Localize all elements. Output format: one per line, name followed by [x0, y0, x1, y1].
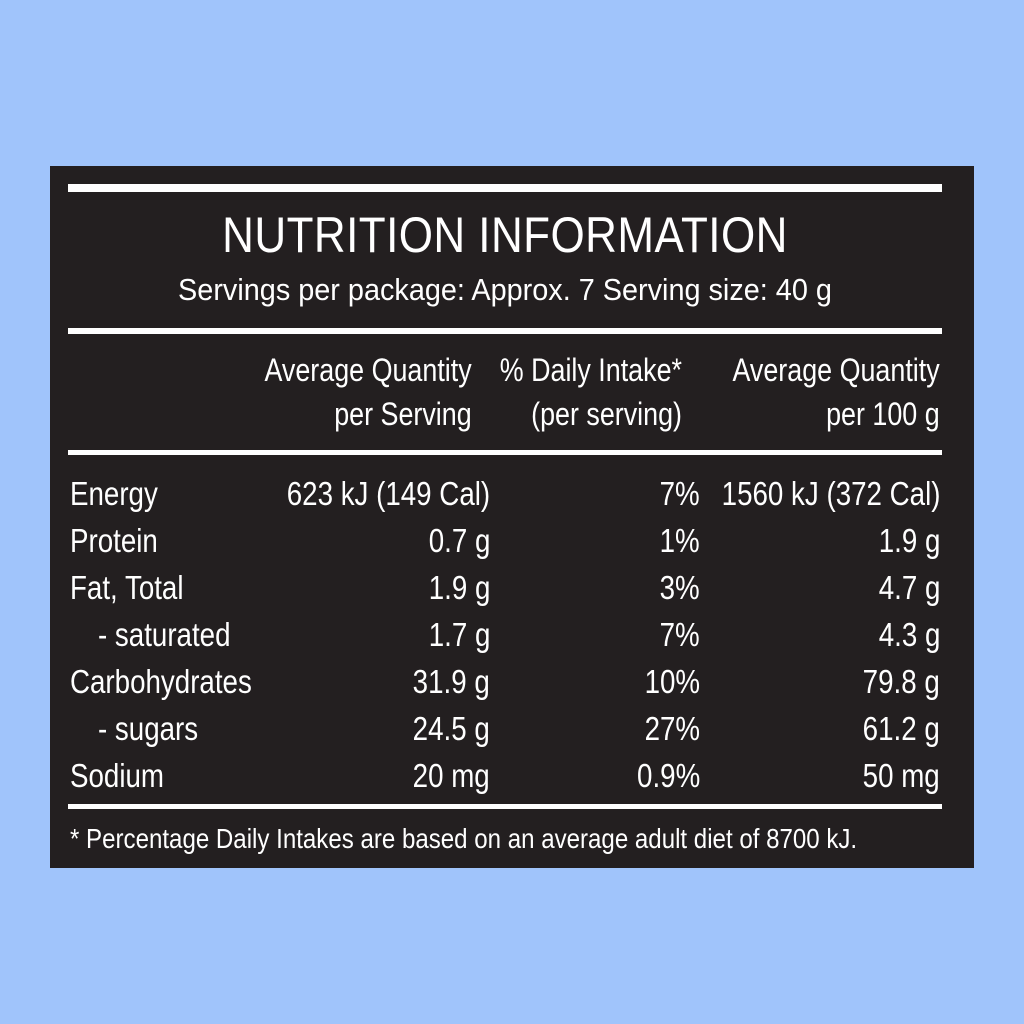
column-header-divider: [68, 450, 942, 455]
header-divider: [68, 328, 942, 334]
nutrient-name: - sugars: [98, 710, 199, 747]
nutrition-panel: NUTRITION INFORMATION Servings per packa…: [50, 166, 974, 868]
label-title: NUTRITION INFORMATION: [222, 207, 788, 263]
column-header-line: Average Quantity: [732, 352, 940, 388]
column-header-line: per 100 g: [826, 396, 940, 432]
top-divider: [68, 184, 942, 192]
footnote: * Percentage Daily Intakes are based on …: [70, 823, 858, 854]
column-header-per-serving: Average Quantity per Serving: [265, 348, 472, 436]
nutrient-name: Sodium: [70, 757, 164, 794]
daily-intake-value: 3%: [659, 569, 700, 606]
daily-intake-value: 10%: [644, 663, 700, 700]
column-header-per-100g: Average Quantity per 100 g: [733, 348, 940, 436]
per-100g-value: 4.3 g: [878, 616, 940, 653]
table-row: - saturated 1.7 g 7% 4.3 g: [70, 611, 940, 658]
daily-intake-value: 27%: [644, 710, 700, 747]
table-row: Protein 0.7 g 1% 1.9 g: [70, 517, 940, 564]
per-serving-value: 20 mg: [412, 757, 490, 794]
column-header-daily-intake: % Daily Intake* (per serving): [500, 348, 682, 436]
per-100g-value: 61.2 g: [862, 710, 940, 747]
table-row: Fat, Total 1.9 g 3% 4.7 g: [70, 564, 940, 611]
per-serving-value: 0.7 g: [428, 522, 490, 559]
column-header-line: per Serving: [334, 396, 472, 432]
per-100g-value: 1.9 g: [878, 522, 940, 559]
footer-divider: [68, 804, 942, 809]
table-row: Sodium 20 mg 0.9% 50 mg: [70, 752, 940, 799]
per-100g-value: 50 mg: [862, 757, 940, 794]
nutrient-name: Carbohydrates: [70, 663, 252, 700]
servings-info: Servings per package: Approx. 7 Serving …: [178, 272, 832, 307]
per-100g-value: 4.7 g: [878, 569, 940, 606]
column-header-line: % Daily Intake*: [499, 352, 682, 388]
per-serving-value: 1.7 g: [428, 616, 490, 653]
table-row: Carbohydrates 31.9 g 10% 79.8 g: [70, 658, 940, 705]
per-serving-value: 31.9 g: [412, 663, 490, 700]
nutrient-table: Energy 623 kJ (149 Cal) 7% 1560 kJ (372 …: [70, 470, 940, 799]
per-serving-value: 24.5 g: [412, 710, 490, 747]
table-row: - sugars 24.5 g 27% 61.2 g: [70, 705, 940, 752]
daily-intake-value: 1%: [659, 522, 700, 559]
table-row: Energy 623 kJ (149 Cal) 7% 1560 kJ (372 …: [70, 470, 940, 517]
daily-intake-value: 7%: [659, 475, 700, 512]
nutrient-name: Protein: [70, 522, 158, 559]
column-header-line: Average Quantity: [264, 352, 472, 388]
column-header-line: (per serving): [531, 396, 682, 432]
nutrient-name: Energy: [70, 475, 158, 512]
per-serving-value: 623 kJ (149 Cal): [286, 475, 490, 512]
nutrient-name: - saturated: [98, 616, 231, 653]
daily-intake-value: 7%: [659, 616, 700, 653]
nutrient-name: Fat, Total: [70, 569, 184, 606]
daily-intake-value: 0.9%: [636, 757, 700, 794]
per-100g-value: 79.8 g: [862, 663, 940, 700]
per-serving-value: 1.9 g: [428, 569, 490, 606]
per-100g-value: 1560 kJ (372 Cal): [721, 475, 940, 512]
